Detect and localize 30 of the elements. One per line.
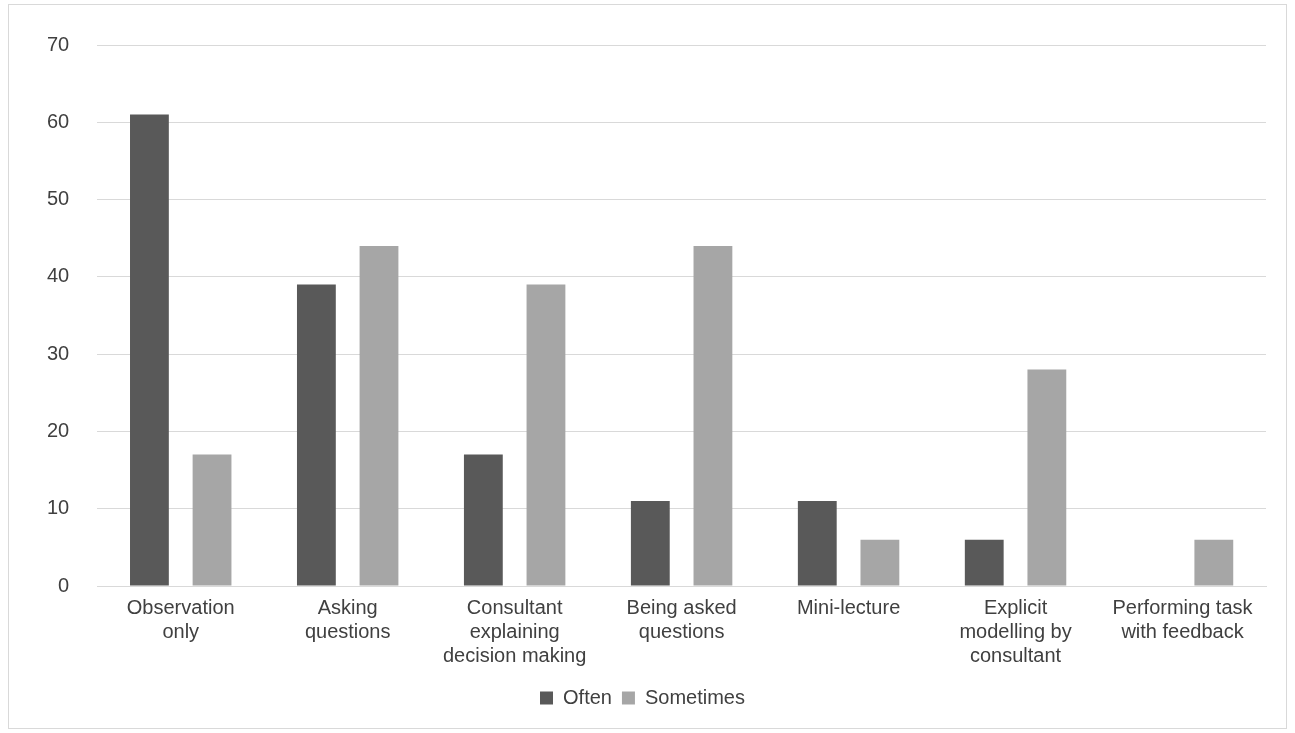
x-tick-label: Asking questions bbox=[304, 595, 391, 642]
y-tick-label: 10 bbox=[47, 496, 70, 519]
x-tick-label: Performing task with feedback bbox=[1112, 595, 1254, 642]
bar bbox=[1027, 369, 1067, 586]
x-tick-label: Observation only bbox=[126, 595, 235, 642]
bar bbox=[1194, 539, 1234, 586]
y-tick-label: 20 bbox=[47, 418, 70, 441]
x-tick-label: Explicit modelling by consultant bbox=[959, 595, 1072, 666]
bar bbox=[296, 284, 336, 586]
x-tick-label: Being asked questions bbox=[626, 595, 737, 642]
bar bbox=[797, 500, 837, 586]
bar bbox=[192, 454, 232, 586]
bar bbox=[359, 245, 399, 586]
x-tick-label: Mini-lecture bbox=[796, 595, 901, 618]
bar bbox=[463, 454, 503, 586]
legend-label: Often bbox=[563, 685, 612, 708]
y-tick-label: 50 bbox=[47, 187, 70, 210]
bar bbox=[130, 114, 169, 586]
y-tick-label: 40 bbox=[47, 264, 70, 287]
bar bbox=[526, 284, 566, 586]
legend-label: Sometimes bbox=[644, 685, 745, 708]
y-tick-label: 70 bbox=[47, 32, 70, 55]
y-tick-label: 30 bbox=[47, 341, 70, 364]
y-tick-label: 0 bbox=[58, 573, 70, 596]
bar bbox=[964, 539, 1004, 586]
x-tick-label: Consultant explaining decision making bbox=[442, 595, 587, 666]
bar bbox=[630, 500, 670, 586]
bar bbox=[693, 245, 733, 586]
y-tick-label: 60 bbox=[47, 109, 70, 132]
bar bbox=[860, 539, 900, 586]
